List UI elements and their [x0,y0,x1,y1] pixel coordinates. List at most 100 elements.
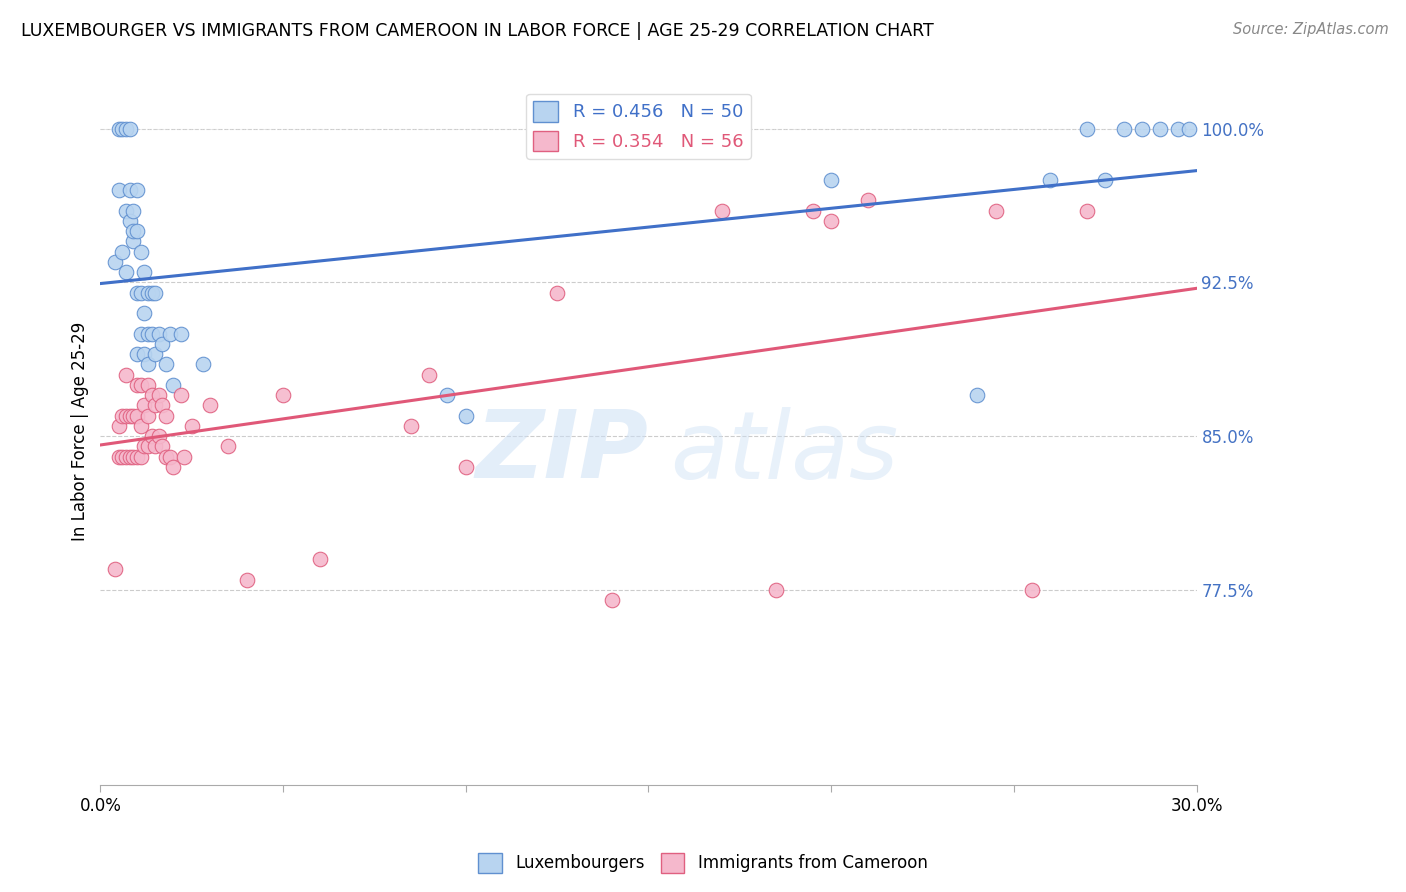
Point [152,399,174,413]
Point [107,419,129,434]
Point [125,347,148,361]
Y-axis label: In Labor Force | Age 25-29: In Labor Force | Age 25-29 [72,321,89,541]
Point [1021,582,1043,597]
Point [170,326,193,341]
Point [1094,173,1116,187]
Point [454,460,477,475]
Point [118,214,141,228]
Point [111,244,134,259]
Point [115,203,138,218]
Point [115,368,138,382]
Point [173,450,195,464]
Point [710,203,733,218]
Text: ZIP: ZIP [475,407,648,499]
Point [143,399,166,413]
Point [155,450,177,464]
Point [129,378,152,392]
Point [129,244,152,259]
Point [155,358,177,372]
Point [191,358,214,372]
Point [115,450,138,464]
Point [136,378,159,392]
Point [115,121,138,136]
Point [162,460,184,475]
Point [235,573,257,587]
Point [118,450,141,464]
Point [129,326,152,341]
Legend: R = 0.456   N = 50, R = 0.354   N = 56: R = 0.456 N = 50, R = 0.354 N = 56 [526,94,751,159]
Point [180,419,202,434]
Point [966,388,988,402]
Point [115,409,138,423]
Point [134,440,156,454]
Point [118,183,141,197]
Point [1149,121,1171,136]
Point [125,409,148,423]
Point [104,562,127,576]
Point [118,409,141,423]
Point [820,173,842,187]
Point [1167,121,1189,136]
Point [136,326,159,341]
Point [141,388,163,402]
Text: Source: ZipAtlas.com: Source: ZipAtlas.com [1233,22,1389,37]
Point [136,409,159,423]
Point [125,224,148,238]
Point [115,265,138,279]
Point [271,388,294,402]
Point [122,450,145,464]
Point [148,388,170,402]
Point [546,285,568,300]
Point [1039,173,1062,187]
Point [1112,121,1135,136]
Point [129,450,152,464]
Legend: Luxembourgers, Immigrants from Cameroon: Luxembourgers, Immigrants from Cameroon [471,847,935,880]
Point [152,440,174,454]
Point [1076,121,1098,136]
Point [765,582,787,597]
Point [129,285,152,300]
Point [125,378,148,392]
Point [134,265,156,279]
Point [1130,121,1153,136]
Point [122,224,145,238]
Point [454,409,477,423]
Point [107,121,129,136]
Point [111,409,134,423]
Point [141,429,163,443]
Point [159,326,181,341]
Point [308,552,330,566]
Point [136,358,159,372]
Point [136,440,159,454]
Point [148,326,170,341]
Point [1178,121,1201,136]
Point [600,593,623,607]
Point [107,450,129,464]
Point [136,285,159,300]
Text: LUXEMBOURGER VS IMMIGRANTS FROM CAMEROON IN LABOR FORCE | AGE 25-29 CORRELATION : LUXEMBOURGER VS IMMIGRANTS FROM CAMEROON… [21,22,934,40]
Point [148,429,170,443]
Point [111,121,134,136]
Point [118,121,141,136]
Point [152,337,174,351]
Point [399,419,422,434]
Point [111,450,134,464]
Point [820,214,842,228]
Point [141,285,163,300]
Point [141,326,163,341]
Point [134,306,156,320]
Point [143,347,166,361]
Text: atlas: atlas [671,407,898,498]
Point [984,203,1007,218]
Point [104,255,127,269]
Point [198,399,221,413]
Point [170,388,193,402]
Point [143,440,166,454]
Point [159,450,181,464]
Point [125,183,148,197]
Point [122,235,145,249]
Point [1076,203,1098,218]
Point [122,203,145,218]
Point [107,183,129,197]
Point [125,450,148,464]
